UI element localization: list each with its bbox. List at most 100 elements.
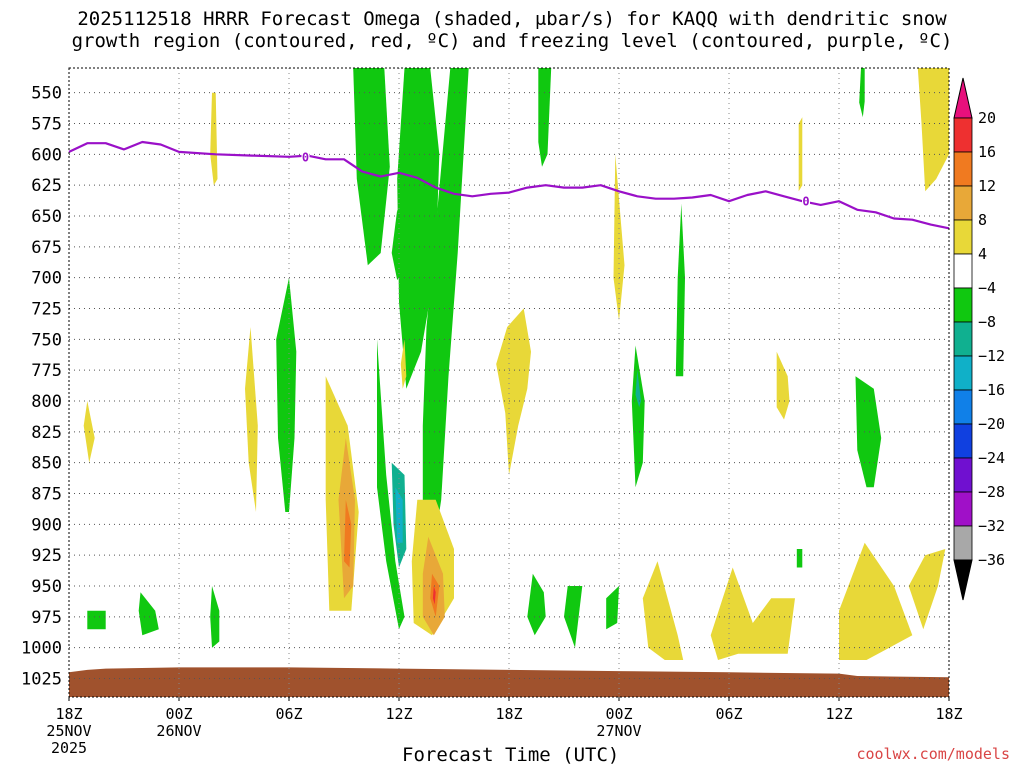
x-tick-label: 00Z [165,705,192,723]
omega-region [538,68,552,167]
omega-region [276,277,297,512]
y-tick-label: 550 [31,84,62,104]
omega-region [710,567,795,660]
y-tick-label: 1000 [21,639,62,659]
colorbar-swatch [953,185,973,221]
omega-region [606,586,619,630]
omega-region [353,68,390,266]
y-tick-label: 700 [31,269,62,289]
y-tick-label: 850 [31,454,62,474]
colorbar-swatch [953,491,973,527]
omega-region [210,92,218,186]
colorbar-swatch [953,219,973,255]
colorbar-swatch [953,525,973,561]
y-tick-label: 975 [31,608,62,628]
colorbar-label: −36 [978,551,1005,569]
y-tick-label: 575 [31,115,62,135]
colorbar-label: −8 [978,313,996,331]
omega-region [796,549,803,568]
colorbar-swatch [953,117,973,153]
colorbar-label: −4 [978,279,996,297]
colorbar-label: −28 [978,483,1005,501]
colorbar-swatch [953,423,973,459]
omega-region [395,487,403,543]
y-tick-label: 750 [31,330,62,350]
omega-region [776,351,790,420]
grid-lines [69,68,949,697]
omega-region [344,499,352,568]
colorbar-swatch [953,321,973,357]
x-tick-label: 2025 [51,739,87,757]
y-tick-label: 950 [31,577,62,597]
x-tick-label: 06Z [275,705,302,723]
omega-region [377,339,405,630]
y-tick-label: 625 [31,176,62,196]
chart-title-line-1: 2025112518 HRRR Forecast Omega (shaded, … [77,8,947,30]
colorbar-label: 4 [978,245,987,263]
omega-region [855,376,882,488]
x-tick-label: 12Z [385,705,412,723]
colorbar: 20 16 12 8 4 −4 −8 −12 −16 −20 −24 −28 −32 −36 [953,77,1005,601]
x-tick-label: 27NOV [596,722,641,740]
colorbar-swatch [953,253,973,289]
omega-region [87,610,106,630]
y-tick-label: 875 [31,485,62,505]
omega-region [635,370,641,408]
colorbar-label: 16 [978,143,996,161]
colorbar-label: −20 [978,415,1005,433]
omega-region [859,68,865,118]
omega-region [432,586,436,605]
x-tick-label: 00Z [605,705,632,723]
y-tick-label: 775 [31,361,62,381]
colorbar-label: −12 [978,347,1005,365]
terrain-fill [69,667,949,697]
omega-region [138,592,159,636]
freezing-level-label: 0 [802,195,809,209]
chart-title-line-2: growth region (contoured, red, ºC) and f… [71,30,953,52]
x-tick-label: 25NOV [46,722,91,740]
y-tick-label: 725 [31,300,62,320]
y-tick-label: 825 [31,423,62,443]
y-tick-label: 600 [31,145,62,165]
colorbar-label: −16 [978,381,1005,399]
y-tick-label: 800 [31,392,62,412]
omega-region [422,68,469,562]
y-axis-labels: 550 575 600 625 650 675 700 725 750 775 800 825 850 8… [21,84,62,690]
x-tick-label: 06Z [715,705,742,723]
omega-region [908,549,946,630]
x-tick-label: 26NOV [156,722,201,740]
omega-region [564,586,583,648]
omega-region [397,68,440,389]
site-credit: coolwx.com/models [856,745,1010,763]
y-tick-label: 650 [31,207,62,227]
omega-region [798,117,803,192]
omega-region [631,345,645,488]
x-tick-label: 18Z [495,705,522,723]
x-tick-label: 18Z [55,705,82,723]
colorbar-swatch [953,389,973,425]
x-tick-label: 12Z [825,705,852,723]
y-tick-label: 925 [31,546,62,566]
colorbar-label: 12 [978,177,996,195]
omega-region [527,573,546,636]
y-tick-label: 900 [31,515,62,535]
omega-region [245,327,258,512]
colorbar-bottom-arrow [953,559,973,601]
colorbar-swatch [953,355,973,391]
colorbar-label: −24 [978,449,1005,467]
y-tick-label: 1025 [21,670,62,690]
omega-region [917,68,949,192]
freezing-level-label: 0 [302,150,309,164]
omega-region [496,308,531,475]
omega-region [400,339,407,389]
freezing-level-line [68,140,950,230]
colorbar-label: −32 [978,517,1005,535]
y-tick-label: 675 [31,238,62,258]
colorbar-label: 8 [978,211,987,229]
omega-region [391,209,407,281]
omega-shading-layer [69,68,949,697]
omega-region [613,154,625,321]
omega-region [642,561,684,660]
